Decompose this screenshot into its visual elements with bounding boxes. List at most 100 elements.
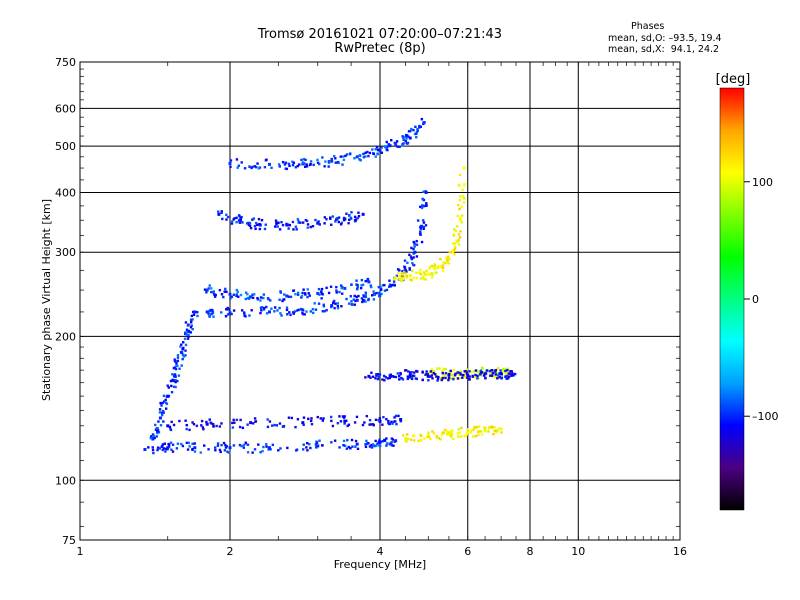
scatter-point — [497, 427, 501, 430]
scatter-point — [388, 422, 392, 426]
data-point — [228, 446, 232, 450]
scatter-point — [333, 306, 336, 310]
scatter-point — [210, 287, 213, 290]
scatter-point — [375, 291, 378, 295]
scatter-point — [458, 207, 461, 211]
scatter-point — [215, 424, 218, 428]
scatter-point — [202, 428, 205, 431]
scatter-point — [309, 310, 313, 313]
scatter-point — [377, 444, 380, 447]
scatter-point — [374, 444, 377, 447]
y-axis: 75 100 200 300 400 500 600 750 — [55, 56, 680, 547]
scatter-point — [353, 219, 357, 222]
scatter-point — [184, 349, 187, 352]
data-point — [355, 298, 359, 302]
data-point — [193, 446, 197, 450]
scatter-point — [441, 269, 445, 273]
scatter-point — [370, 443, 373, 447]
scatter-point — [325, 286, 328, 290]
scatter-point — [449, 369, 452, 373]
scatter-point — [330, 441, 333, 444]
scatter-point — [345, 447, 349, 450]
scatter-point — [191, 318, 194, 321]
scatter-point — [385, 437, 388, 440]
scatter-point — [349, 295, 352, 298]
scatter-point — [468, 370, 471, 373]
scatter-point — [339, 420, 343, 423]
scatter-point — [464, 434, 468, 438]
scatter-point — [364, 155, 367, 158]
scatter-point — [248, 314, 251, 317]
scatter-point — [310, 417, 313, 420]
scatter-point — [350, 211, 353, 214]
scatter-point — [229, 297, 232, 300]
scatter-point — [436, 265, 440, 268]
scatter-point — [447, 262, 451, 265]
scatter-point — [291, 163, 295, 167]
scatter-point — [369, 423, 373, 426]
scatter-point — [504, 368, 508, 371]
scatter-point — [284, 167, 287, 170]
scatter-point — [161, 401, 164, 405]
scatter-point — [227, 451, 231, 454]
scatter-point — [235, 288, 239, 292]
scatter-point — [219, 450, 222, 454]
scatter-point — [294, 293, 297, 296]
scatter-point — [189, 331, 193, 334]
scatter-point — [355, 283, 358, 286]
scatter-point — [322, 304, 326, 308]
scatter-point — [252, 422, 255, 425]
scatter-point — [457, 435, 460, 438]
scatter-point — [327, 160, 331, 163]
scatter-point — [359, 286, 363, 290]
scatter-point — [246, 443, 250, 446]
scatter-point — [418, 232, 422, 236]
scatter-point — [183, 331, 187, 335]
scatter-point — [419, 231, 422, 234]
scatter-point — [406, 141, 410, 145]
scatter-point — [149, 436, 152, 440]
scatter-point — [463, 370, 466, 373]
scatter-point — [435, 375, 438, 378]
scatter-point — [184, 321, 188, 324]
scatter-point — [441, 370, 444, 373]
scatter-point — [425, 372, 428, 376]
scatter-point — [431, 430, 434, 433]
data-point — [267, 446, 271, 450]
scatter-point — [156, 448, 159, 452]
scatter-point — [499, 369, 502, 372]
scatter-point — [380, 151, 384, 154]
data-point — [367, 280, 371, 284]
scatter-point — [419, 227, 422, 230]
scatter-point — [361, 423, 365, 427]
scatter-point — [470, 429, 474, 432]
scatter-point — [373, 293, 376, 296]
scatter-point — [287, 295, 290, 298]
scatter-point — [291, 220, 295, 224]
scatter-point — [306, 223, 310, 226]
scatter-point — [437, 375, 440, 379]
scatter-point — [410, 376, 414, 379]
scatter-point — [407, 370, 410, 373]
data-point — [158, 416, 162, 420]
scatter-point — [418, 439, 421, 442]
scatter-point — [440, 433, 444, 437]
scatter-point — [151, 433, 155, 436]
scatter-point — [470, 370, 473, 374]
scatter-point — [392, 280, 396, 283]
scatter-point — [406, 375, 410, 378]
scatter-point — [422, 277, 426, 281]
scatter-point — [265, 305, 268, 309]
scatter-point — [388, 279, 391, 282]
scatter-point — [353, 421, 357, 424]
data-point — [205, 310, 209, 314]
scatter-point — [273, 423, 276, 427]
scatter-point — [191, 421, 194, 424]
data-point — [330, 159, 334, 163]
scatter-point — [175, 362, 178, 365]
scatter-point — [390, 441, 393, 444]
scatter-point — [458, 377, 462, 380]
scatter-point — [459, 230, 462, 233]
scatter-point — [367, 298, 370, 302]
